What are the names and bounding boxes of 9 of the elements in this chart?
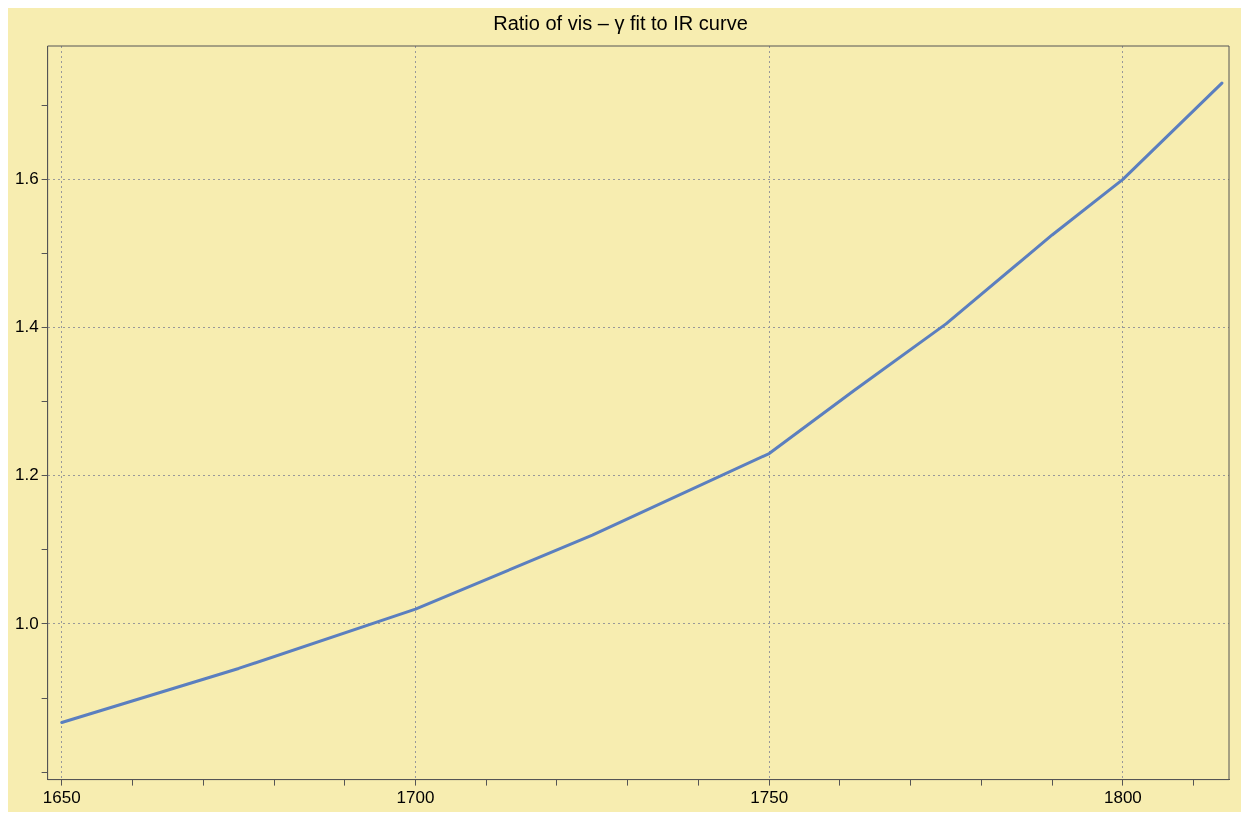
y-tick-label: 1.4 bbox=[14, 317, 39, 337]
y-tick-label: 1.0 bbox=[14, 613, 39, 633]
y-tick-label: 1.6 bbox=[14, 169, 39, 189]
x-tick-label: 1750 bbox=[750, 788, 789, 808]
x-tick-label: 1650 bbox=[42, 788, 81, 808]
y-tick-label: 1.2 bbox=[14, 465, 39, 485]
x-tick-label: 1800 bbox=[1103, 788, 1142, 808]
x-tick-label: 1700 bbox=[396, 788, 435, 808]
chart-title: Ratio of vis – γ fit to IR curve bbox=[493, 11, 748, 34]
